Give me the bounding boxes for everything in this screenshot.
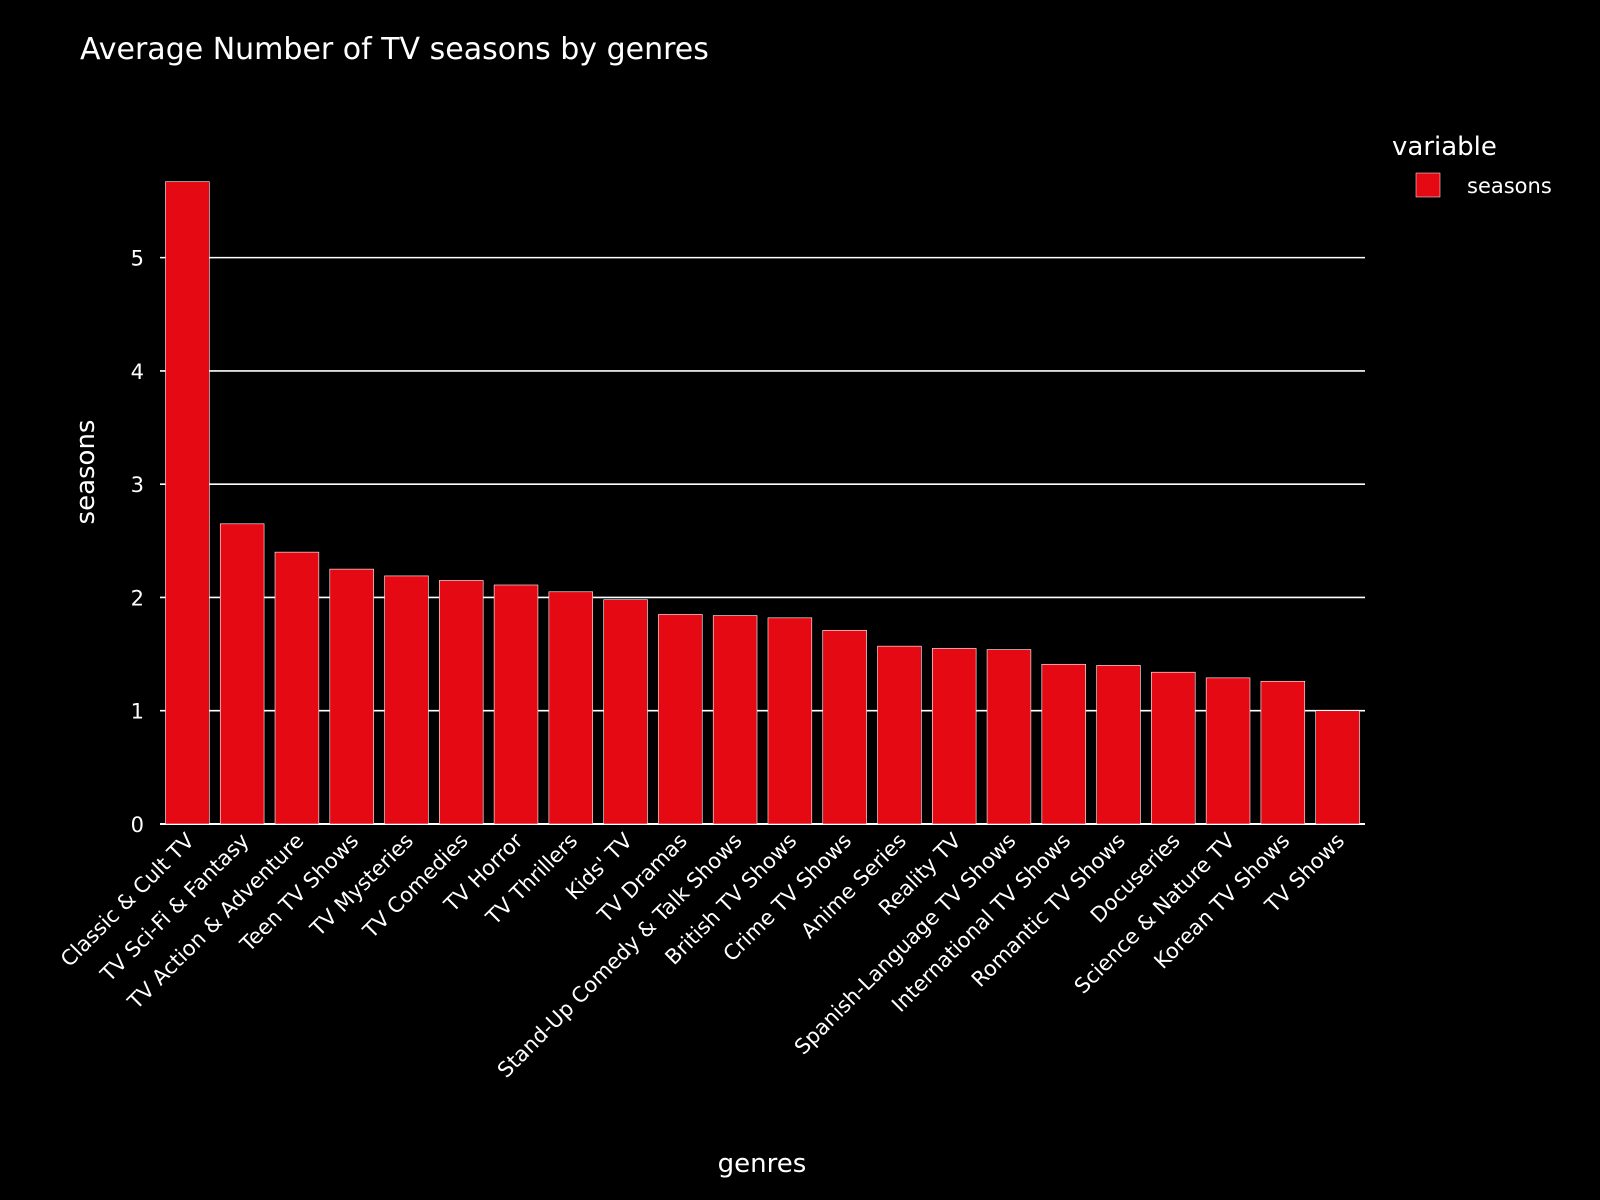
bar[interactable] [1096, 665, 1141, 825]
bar[interactable] [439, 580, 484, 825]
legend-swatch [1415, 172, 1441, 198]
bar[interactable] [1151, 671, 1196, 825]
bar[interactable] [274, 551, 320, 825]
y-tick-label: 3 [131, 473, 144, 497]
legend[interactable]: variable seasons [1392, 132, 1552, 198]
bar[interactable] [712, 615, 758, 825]
bar[interactable] [1041, 663, 1086, 825]
bar[interactable] [986, 649, 1032, 825]
bar[interactable] [1205, 677, 1251, 825]
y-tick-label: 4 [131, 360, 144, 384]
bar[interactable] [931, 648, 977, 825]
legend-label: seasons [1467, 174, 1552, 198]
bar[interactable] [767, 617, 813, 825]
y-axis-ticks: 0 1 2 3 4 5 [131, 247, 144, 837]
bar[interactable] [877, 645, 922, 825]
y-tick-label: 1 [131, 700, 144, 724]
bar[interactable] [329, 568, 374, 825]
x-axis-title: genres [718, 1149, 807, 1179]
chart-title: Average Number of TV seasons by genres [80, 32, 709, 67]
bar[interactable] [1260, 680, 1306, 825]
bar[interactable] [219, 523, 265, 825]
legend-title: variable [1392, 132, 1497, 162]
bar[interactable] [658, 614, 703, 825]
y-tick-label: 0 [131, 813, 144, 837]
bar[interactable] [822, 629, 867, 825]
bar[interactable] [493, 584, 539, 825]
bar[interactable] [603, 599, 648, 825]
bar[interactable] [548, 591, 594, 825]
y-axis-title: seasons [71, 420, 101, 525]
y-tick-label: 5 [131, 247, 144, 271]
y-tick-label: 2 [131, 586, 144, 610]
bar[interactable] [384, 575, 429, 825]
bar[interactable] [1315, 710, 1360, 825]
bars [165, 181, 1360, 825]
bar[interactable] [165, 181, 210, 825]
